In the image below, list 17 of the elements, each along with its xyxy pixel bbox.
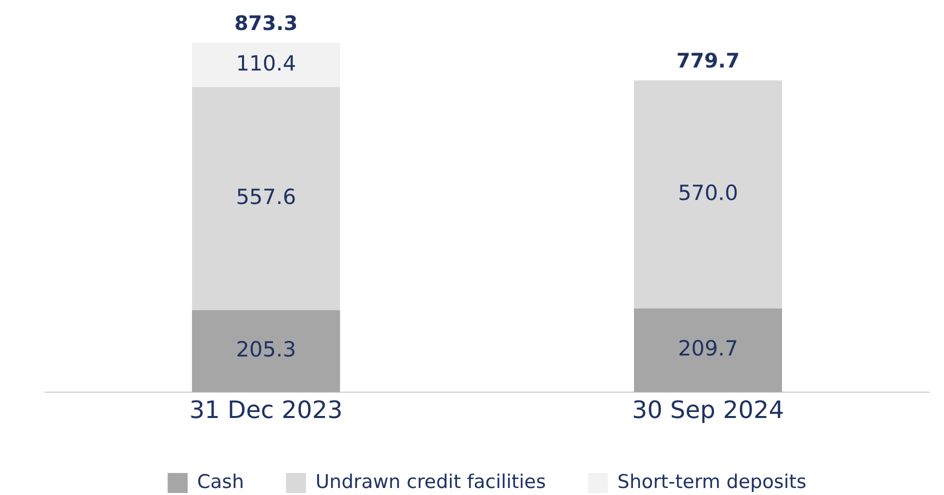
data-label: 557.6 [236,185,296,210]
bar [192,87,340,310]
data-label: 110.4 [236,52,296,76]
bar [634,308,782,392]
legend-label: Short-term deposits [617,470,806,493]
x-tick-label: 30 Sep 2024 [632,396,784,424]
x-tick-label: 31 Dec 2023 [189,396,343,424]
total-label: 779.7 [676,48,740,73]
legend-label: Cash [197,470,244,493]
data-label: 205.3 [236,338,296,362]
bar [192,310,340,392]
total-label: 873.3 [234,11,298,36]
bar [192,43,340,88]
data-label: 570.0 [678,180,738,205]
legend-label: Undrawn credit facilities [316,470,546,493]
data-label: 209.7 [678,336,738,361]
bar [634,80,782,308]
